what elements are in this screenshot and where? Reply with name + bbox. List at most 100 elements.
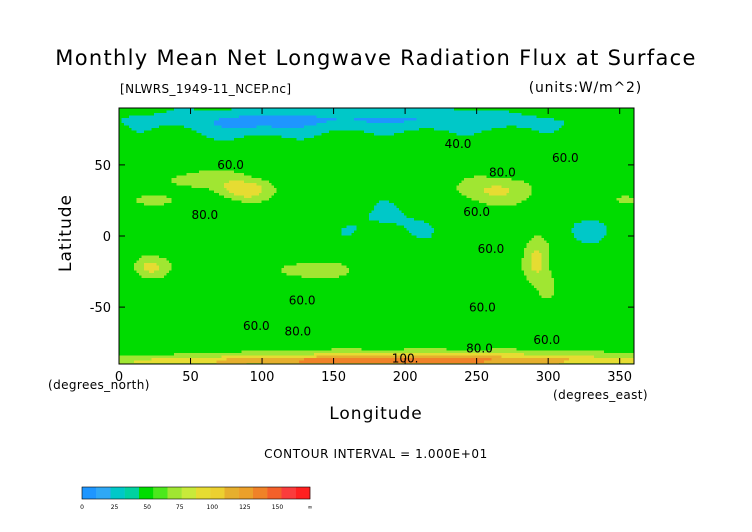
heat-cell	[349, 126, 352, 129]
heat-cell	[349, 118, 352, 121]
heat-cell	[139, 113, 142, 116]
heat-cell	[364, 143, 367, 146]
heat-cell	[459, 123, 462, 126]
heat-cell	[314, 131, 317, 134]
heat-cell	[352, 128, 355, 131]
heat-cell	[147, 153, 150, 156]
heat-cell	[307, 123, 310, 126]
heat-cell	[207, 133, 210, 136]
heat-cell	[172, 168, 175, 171]
heat-cell	[162, 111, 165, 114]
heat-cell	[177, 153, 180, 156]
heat-cell	[439, 156, 442, 159]
heat-cell	[267, 123, 270, 126]
heat-cell	[514, 136, 517, 139]
heat-cell	[147, 168, 150, 171]
heat-cell	[439, 113, 442, 116]
heat-cell	[262, 161, 265, 164]
heat-cell	[177, 141, 180, 144]
heat-cell	[359, 121, 362, 124]
heat-cell	[497, 118, 500, 121]
heat-cell	[427, 143, 430, 146]
heat-cell	[259, 163, 262, 166]
heat-cell	[382, 113, 385, 116]
heat-cell	[467, 156, 470, 159]
heat-cell	[322, 153, 325, 156]
heat-cell	[564, 113, 567, 116]
heat-cell	[427, 136, 430, 139]
heat-cell	[304, 138, 307, 141]
heat-cell	[429, 133, 432, 136]
heat-cell	[462, 131, 465, 134]
heat-cell	[584, 118, 587, 121]
heat-cell	[189, 156, 192, 159]
heat-cell	[572, 116, 575, 119]
heat-cell	[207, 126, 210, 129]
heat-cell	[144, 131, 147, 134]
heat-cell	[134, 158, 137, 161]
heat-cell	[354, 121, 357, 124]
heat-cell	[572, 146, 575, 149]
heat-cell	[479, 163, 482, 166]
heat-cell	[417, 161, 420, 164]
heat-cell	[442, 126, 445, 129]
heat-cell	[509, 126, 512, 129]
heat-cell	[449, 118, 452, 121]
heat-cell	[159, 161, 162, 164]
heat-cell	[374, 121, 377, 124]
heat-cell	[537, 138, 540, 141]
heat-cell	[329, 161, 332, 164]
heat-cell	[249, 153, 252, 156]
heat-cell	[229, 143, 232, 146]
heat-cell	[342, 128, 345, 131]
heat-cell	[584, 126, 587, 129]
heat-cell	[422, 131, 425, 134]
heat-cell	[289, 163, 292, 166]
heat-cell	[147, 118, 150, 121]
heat-cell	[309, 156, 312, 159]
heat-cell	[429, 116, 432, 119]
heat-cell	[432, 138, 435, 141]
heat-cell	[212, 148, 215, 151]
heat-cell	[472, 153, 475, 156]
heat-cell	[239, 116, 242, 119]
heat-cell	[212, 141, 215, 144]
heat-cell	[572, 111, 575, 114]
heat-cell	[552, 146, 555, 149]
heat-cell	[572, 123, 575, 126]
heat-cell	[444, 161, 447, 164]
heat-cell	[284, 111, 287, 114]
heat-cell	[312, 118, 315, 121]
heat-cell	[257, 116, 260, 119]
heat-cell	[259, 138, 262, 141]
heat-cell	[534, 128, 537, 131]
heat-cell	[287, 146, 290, 149]
heat-cell	[604, 126, 607, 129]
heat-cell	[279, 143, 282, 146]
heat-cell	[349, 121, 352, 124]
heat-cell	[617, 151, 620, 154]
heat-cell	[267, 153, 270, 156]
heat-cell	[349, 151, 352, 154]
heat-cell	[492, 136, 495, 139]
heat-cell	[364, 123, 367, 126]
heat-cell	[322, 118, 325, 121]
heat-cell	[329, 118, 332, 121]
heat-cell	[517, 128, 520, 131]
heat-cell	[339, 146, 342, 149]
heat-cell	[494, 158, 497, 161]
heat-cell	[422, 136, 425, 139]
heat-cell	[492, 111, 495, 114]
heat-cell	[622, 128, 625, 131]
heat-cell	[627, 146, 630, 149]
heat-cell	[129, 111, 132, 114]
heat-cell	[604, 166, 607, 169]
heat-cell	[299, 158, 302, 161]
heat-cell	[487, 141, 490, 144]
heat-cell	[609, 158, 612, 161]
heat-cell	[359, 141, 362, 144]
heat-cell	[274, 158, 277, 161]
heat-cell	[367, 146, 370, 149]
heat-cell	[282, 148, 285, 151]
heat-cell	[329, 136, 332, 139]
